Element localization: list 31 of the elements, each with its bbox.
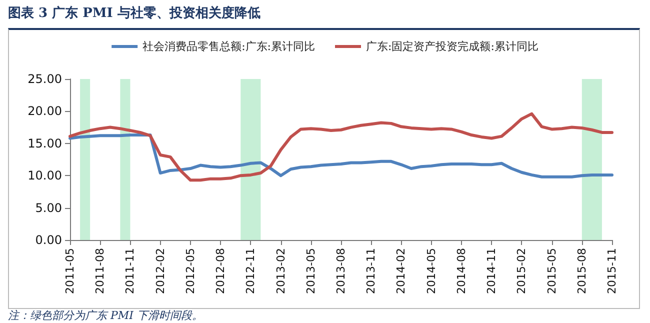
y-tick-label: 10.00 xyxy=(28,168,62,183)
x-tick-label: 2014-02 xyxy=(394,248,408,294)
x-tick-label: 2011-05 xyxy=(64,248,76,294)
y-tick-label: 0.00 xyxy=(35,233,62,247)
x-tick-label: 2014-11 xyxy=(485,248,498,294)
y-tick-label: 25.00 xyxy=(28,72,62,86)
x-tick-label: 2013-08 xyxy=(334,248,348,294)
x-tick-label: 2015-02 xyxy=(515,248,528,294)
x-tick-label: 2011-08 xyxy=(94,248,107,294)
x-tick-label: 2013-02 xyxy=(274,248,288,294)
x-tick-label: 2013-05 xyxy=(304,248,318,294)
text: 注：绿色部分为广东 PMI 下滑时间段。 xyxy=(8,308,204,323)
x-tick-label: 2012-08 xyxy=(214,248,228,294)
chart-title: 图表 3 广东 PMI 与社零、投资相关度降低 xyxy=(8,4,260,22)
y-tick-label: 20.00 xyxy=(28,104,62,118)
x-tick-label: 2011-11 xyxy=(124,248,137,294)
y-tick-label: 15.00 xyxy=(28,136,62,150)
y-tick-label: 5.00 xyxy=(35,200,62,215)
x-tick-label: 2014-08 xyxy=(454,248,468,294)
line-series xyxy=(68,134,614,178)
legend-label: 社会消费品零售总额:广东:累计同比 xyxy=(142,40,316,53)
line-series xyxy=(68,112,614,182)
x-tick-label: 2013-11 xyxy=(364,248,378,294)
x-tick-label: 2015-05 xyxy=(545,248,558,294)
x-tick-label: 2012-05 xyxy=(184,248,197,294)
legend-label: 广东:固定资产投资完成额:累计同比 xyxy=(366,40,538,53)
x-tick-label: 2014-05 xyxy=(424,248,438,294)
x-tick-label: 2012-11 xyxy=(244,248,258,294)
x-tick-label: 2015-11 xyxy=(606,248,618,294)
x-tick-label: 2015-08 xyxy=(575,248,588,294)
x-tick-label: 2012-02 xyxy=(154,248,167,294)
